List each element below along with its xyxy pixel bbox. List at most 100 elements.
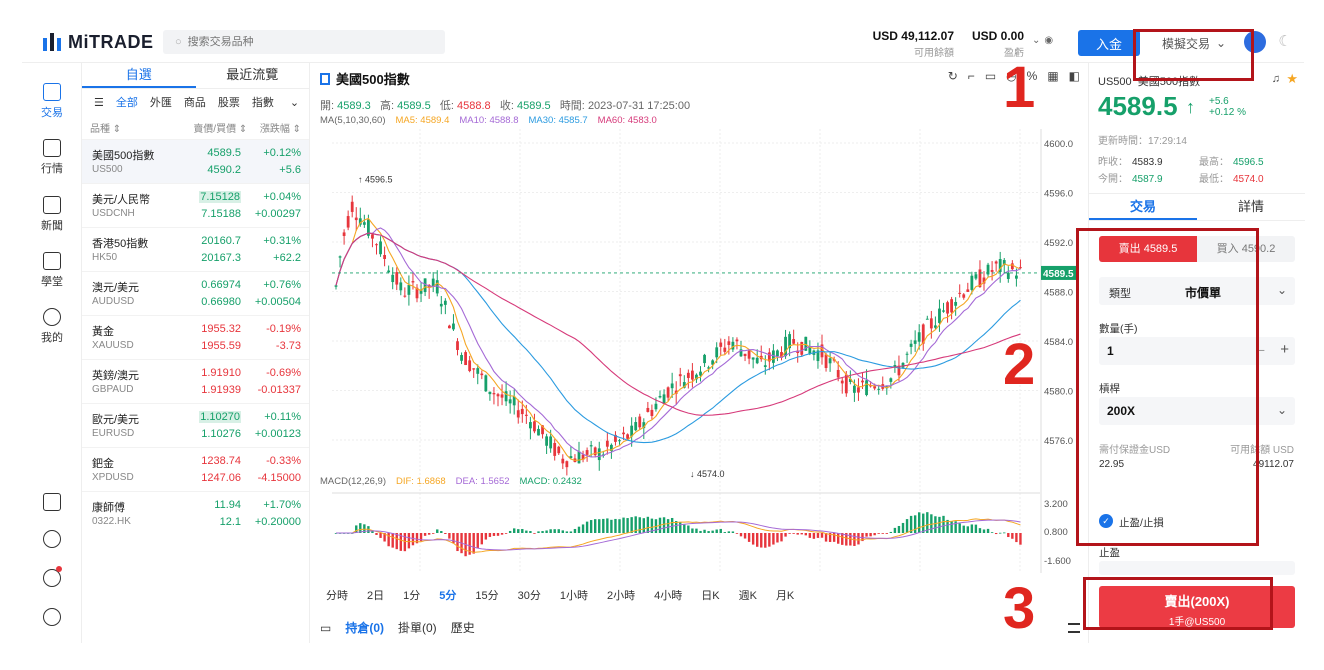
chevron-down-icon[interactable]: ⌄ — [1032, 35, 1041, 46]
candle-body — [614, 434, 617, 442]
tab-positions[interactable]: 持倉(0) — [345, 621, 385, 635]
category-forex[interactable]: 外匯 — [149, 97, 172, 109]
tpsl-label[interactable]: 止盈/止損 — [1119, 517, 1164, 529]
leverage-select[interactable]: 200X ⌄ — [1099, 397, 1295, 425]
pnl-value: USD 0.00 — [971, 29, 1024, 43]
header-price[interactable]: 賣價/買價 ⇕ — [193, 123, 248, 135]
draw-icon[interactable]: ⌐ — [967, 69, 975, 83]
macd-bar — [772, 533, 775, 545]
category-indices[interactable]: 指數 — [251, 97, 274, 109]
search-input[interactable] — [187, 36, 428, 48]
demo-trading-button[interactable]: 模擬交易 ⌄ — [1150, 30, 1238, 56]
candlestick-chart[interactable]: 4600.0 4596.0 4592.0 4588.0 4584.0 4580.0 4576… — [310, 63, 1088, 583]
tab-favorites[interactable]: 自選 — [82, 63, 196, 88]
macd-bar — [837, 533, 840, 544]
timeframe-option[interactable]: 週K — [738, 590, 757, 602]
candle-body — [452, 323, 455, 330]
tab-details[interactable]: 詳情 — [1237, 199, 1264, 214]
header-change[interactable]: 漲跌幅 ⇕ — [259, 123, 301, 135]
category-commodities[interactable]: 商品 — [183, 97, 206, 109]
macd-bar — [978, 528, 982, 533]
buy-tab[interactable]: 買入 4590.2 — [1197, 236, 1295, 262]
timeframe-option[interactable]: 2小時 — [607, 590, 636, 602]
list-item[interactable]: 英鎊/澳元 GBPAUD 1.91910 1.91939 -0.69% -0.01337 — [82, 359, 309, 403]
leverage-label: 槓桿 — [1099, 383, 1120, 395]
order-type-select[interactable]: 類型 市價單 ⌄ — [1099, 277, 1295, 305]
timeframe-option[interactable]: 30分 — [517, 590, 541, 602]
candle-body — [938, 308, 941, 323]
list-item[interactable]: 歐元/美元 EURUSD 1.10270 1.10276 +0.11% +0.00123 — [82, 403, 309, 447]
category-stocks[interactable]: 股票 — [217, 97, 240, 109]
list-item[interactable]: 澳元/美元 AUDUSD 0.66974 0.66980 +0.76% +0.00504 — [82, 271, 309, 315]
candle-body — [354, 217, 358, 221]
clock-icon[interactable]: ◷ — [1006, 69, 1017, 83]
nav-item-profile[interactable]: 我的 — [22, 308, 82, 345]
check-icon[interactable]: ✓ — [1099, 514, 1113, 528]
chevron-down-icon[interactable]: ⌄ — [289, 96, 300, 109]
timeframe-option[interactable]: 1分 — [403, 590, 421, 602]
take-profit-input[interactable] — [1099, 561, 1295, 575]
list-item[interactable]: 黃金 XAUUSD 1955.32 1955.59 -0.19% -3.73 — [82, 315, 309, 359]
timeframe-option[interactable]: 分時 — [326, 590, 348, 602]
deposit-button[interactable]: 入金 — [1078, 30, 1140, 56]
moon-icon[interactable]: ☾ — [1278, 33, 1292, 50]
nav-item-trade[interactable]: 交易 — [22, 83, 82, 120]
category-all[interactable]: 全部 — [115, 97, 138, 109]
list-item[interactable]: 鈀金 XPDUSD 1238.74 1247.06 -0.33% -4.15000 — [82, 447, 309, 491]
nav-item-news[interactable]: 新聞 — [22, 196, 82, 233]
candle-body — [650, 409, 654, 416]
headset-icon[interactable] — [43, 530, 61, 548]
sell-button[interactable]: 賣出(200X) 1手@US500 — [1099, 586, 1295, 628]
percent-icon[interactable]: % — [1026, 69, 1038, 83]
quantity-stepper[interactable]: 1 − + — [1099, 337, 1295, 365]
tab-history[interactable]: 歷史 — [450, 621, 475, 635]
timeframe-option[interactable]: 日K — [701, 590, 720, 602]
nav-item-academy[interactable]: 學堂 — [22, 252, 82, 289]
tab-recent[interactable]: 最近流覽 — [226, 67, 279, 82]
minus-icon[interactable]: − — [1256, 342, 1265, 358]
menu-icon[interactable] — [1068, 623, 1080, 633]
list-item[interactable]: 香港50指數 HK50 20160.7 20167.3 +0.31% +62.2 — [82, 227, 309, 271]
search-icon: ○ — [175, 36, 182, 48]
candle-body — [545, 436, 548, 446]
comment-icon[interactable]: ▭ — [984, 69, 997, 83]
star-icon[interactable]: ★ — [1286, 71, 1298, 86]
bell-icon[interactable]: ♫ — [1271, 73, 1280, 85]
list-item[interactable]: 美元/人民幣 USDCNH 7.15128 7.15188 +0.04% +0.00297 — [82, 183, 309, 227]
macd-bar — [869, 533, 872, 537]
macd-bar — [517, 529, 520, 533]
avatar[interactable] — [1244, 31, 1266, 53]
sell-tab[interactable]: 賣出 4589.5 — [1099, 236, 1197, 262]
timeframe-option[interactable]: 4小時 — [654, 590, 683, 602]
macd-bar — [942, 515, 945, 533]
chat-icon[interactable] — [43, 569, 61, 587]
macd-bar — [565, 531, 569, 533]
plus-icon[interactable]: + — [1280, 341, 1289, 358]
timeframe-option[interactable]: 月K — [775, 590, 795, 602]
candle-body — [804, 336, 808, 351]
nav-item-market[interactable]: 行情 — [22, 139, 82, 176]
macd-bar — [585, 521, 589, 533]
refresh-icon[interactable]: ↻ — [947, 69, 958, 83]
tab-trade[interactable]: 交易 — [1089, 194, 1197, 220]
header-symbol[interactable]: 品種 ⇕ — [90, 123, 122, 135]
symbol-name: 香港50指數 — [92, 238, 149, 250]
list-icon[interactable]: ☰ — [94, 96, 104, 109]
candle-body — [338, 256, 342, 258]
search-box[interactable]: ○ — [163, 30, 445, 54]
candle-body — [367, 219, 370, 236]
list-item[interactable]: 康師傅 0322.HK 11.94 12.1 +1.70% +0.20000 — [82, 491, 309, 535]
grid-icon[interactable]: ▦ — [1047, 69, 1059, 83]
layout-icon[interactable]: ◧ — [1068, 69, 1080, 83]
candle-body — [699, 371, 702, 376]
timeframe-option[interactable]: 5分 — [439, 590, 457, 602]
logo[interactable]: MiTRADE — [42, 31, 154, 53]
timeframe-option[interactable]: 1小時 — [559, 590, 588, 602]
switch-icon[interactable] — [43, 493, 61, 511]
timeframe-option[interactable]: 2日 — [367, 590, 385, 602]
tab-orders[interactable]: 掛單(0) — [398, 621, 437, 635]
gear-icon[interactable] — [43, 608, 61, 626]
list-item[interactable]: 美國500指數 US500 4589.5 4590.2 +0.12% +5.6 — [82, 139, 309, 183]
timeframe-option[interactable]: 15分 — [475, 590, 499, 602]
eye-icon[interactable]: ◉ — [1044, 35, 1054, 46]
